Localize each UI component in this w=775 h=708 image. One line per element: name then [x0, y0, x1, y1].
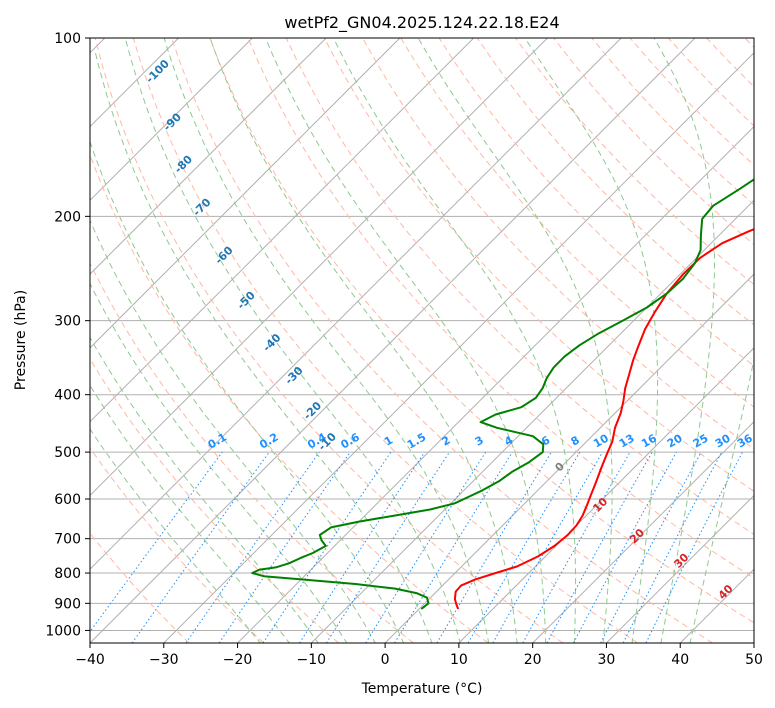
- y-axis: 100 200 300 400 500 600 700 800 900 1000: [45, 31, 90, 639]
- y-tick-label: 800: [54, 566, 81, 582]
- dry-adiabat: [171, 38, 713, 643]
- moist-adiabat: [209, 38, 518, 643]
- dry-adiabat: [132, 38, 639, 643]
- dry-adiabat: [247, 38, 754, 579]
- isotherm: [90, 38, 548, 497]
- isotherm: [90, 38, 253, 202]
- moist-adiabat: [90, 428, 262, 643]
- moist-adiabat: [94, 50, 433, 643]
- y-tick-label: 600: [54, 492, 81, 508]
- isotherm: [384, 273, 754, 643]
- mixing-ratio-line: [325, 451, 450, 643]
- moist-adiabat: [417, 38, 613, 643]
- moist-adiabat: [689, 357, 754, 643]
- y-tick-label: 300: [54, 314, 81, 330]
- mixing-ratio-line: [131, 451, 270, 643]
- x-tick-label: 30: [598, 652, 616, 668]
- dry-adiabat: [90, 447, 265, 643]
- x-tick-label: −40: [75, 652, 105, 668]
- x-tick-label: −20: [223, 652, 253, 668]
- x-axis-title: Temperature (°C): [361, 681, 483, 697]
- chart-title: wetPf2_GN04.2025.124.22.18.E24: [284, 13, 559, 33]
- mixing-ratio-line: [262, 451, 392, 643]
- mixing-ratio-line: [645, 451, 743, 643]
- dry-adiabat: [90, 357, 339, 643]
- moist-adiabat: [124, 38, 461, 643]
- moist-adiabat: [265, 38, 547, 643]
- x-tick-label: 0: [381, 652, 390, 668]
- y-tick-label: 400: [54, 388, 81, 404]
- moist-adiabat: [90, 219, 376, 643]
- isotherm: [163, 52, 754, 643]
- dry-adiabat: [94, 38, 564, 643]
- dry-adiabat: [285, 38, 754, 536]
- dry-adiabat: [515, 38, 754, 286]
- mixing-ratio-line: [573, 451, 677, 643]
- x-tick-label: −30: [149, 652, 179, 668]
- moist-adiabat: [333, 38, 577, 643]
- isotherm: [606, 494, 754, 643]
- moist-adiabat: [90, 282, 348, 643]
- dry-adiabat: [438, 38, 754, 367]
- isotherm: [532, 420, 754, 643]
- y-tick-label: 200: [54, 209, 81, 225]
- moist-adiabat: [653, 38, 715, 643]
- moist-adiabat: [524, 38, 659, 643]
- temperature-profile: [453, 228, 754, 610]
- plot-frame: [89, 37, 755, 644]
- y-tick-label: 500: [54, 445, 81, 461]
- x-axis: −40 −30 −20 −10 0 10 20 30 40 50: [75, 643, 763, 668]
- moist-adiabat: [163, 38, 490, 643]
- mixing-ratio-line: [546, 451, 653, 643]
- mixing-ratio-line: [218, 451, 351, 643]
- mixing-ratio-line: [299, 451, 426, 643]
- mixing-ratio-line: [90, 451, 223, 633]
- mixing-ratio-line: [185, 451, 320, 643]
- dewpoint-profile: [251, 178, 754, 610]
- y-tick-label: 700: [54, 532, 81, 548]
- isotherm: [90, 38, 475, 423]
- x-tick-label: 50: [745, 652, 763, 668]
- isotherm: [90, 38, 696, 643]
- x-tick-label: 20: [524, 652, 542, 668]
- isotherm: [237, 125, 754, 643]
- moist-adiabat: [90, 384, 291, 643]
- isotherm: [90, 38, 622, 570]
- isotherm: [90, 38, 327, 275]
- mixing-ratio-line: [394, 451, 513, 643]
- x-tick-label: 10: [450, 652, 468, 668]
- mixing-ratio-label: 36: [735, 431, 755, 450]
- dry-adiabat: [90, 261, 414, 643]
- mixing-ratio-line: [522, 451, 631, 643]
- x-tick-label: −10: [297, 652, 327, 668]
- isotherm: [90, 38, 401, 349]
- dry-adiabat: [476, 38, 754, 326]
- moist-adiabat: [90, 140, 405, 643]
- x-tick-label: 40: [671, 652, 689, 668]
- y-tick-label: 100: [54, 31, 81, 47]
- y-tick-label: 1000: [45, 623, 81, 639]
- y-axis-title: Pressure (hPa): [13, 290, 29, 390]
- dry-adiabat: [209, 38, 754, 624]
- dry-adiabat: [323, 38, 754, 492]
- y-tick-label: 900: [54, 596, 81, 612]
